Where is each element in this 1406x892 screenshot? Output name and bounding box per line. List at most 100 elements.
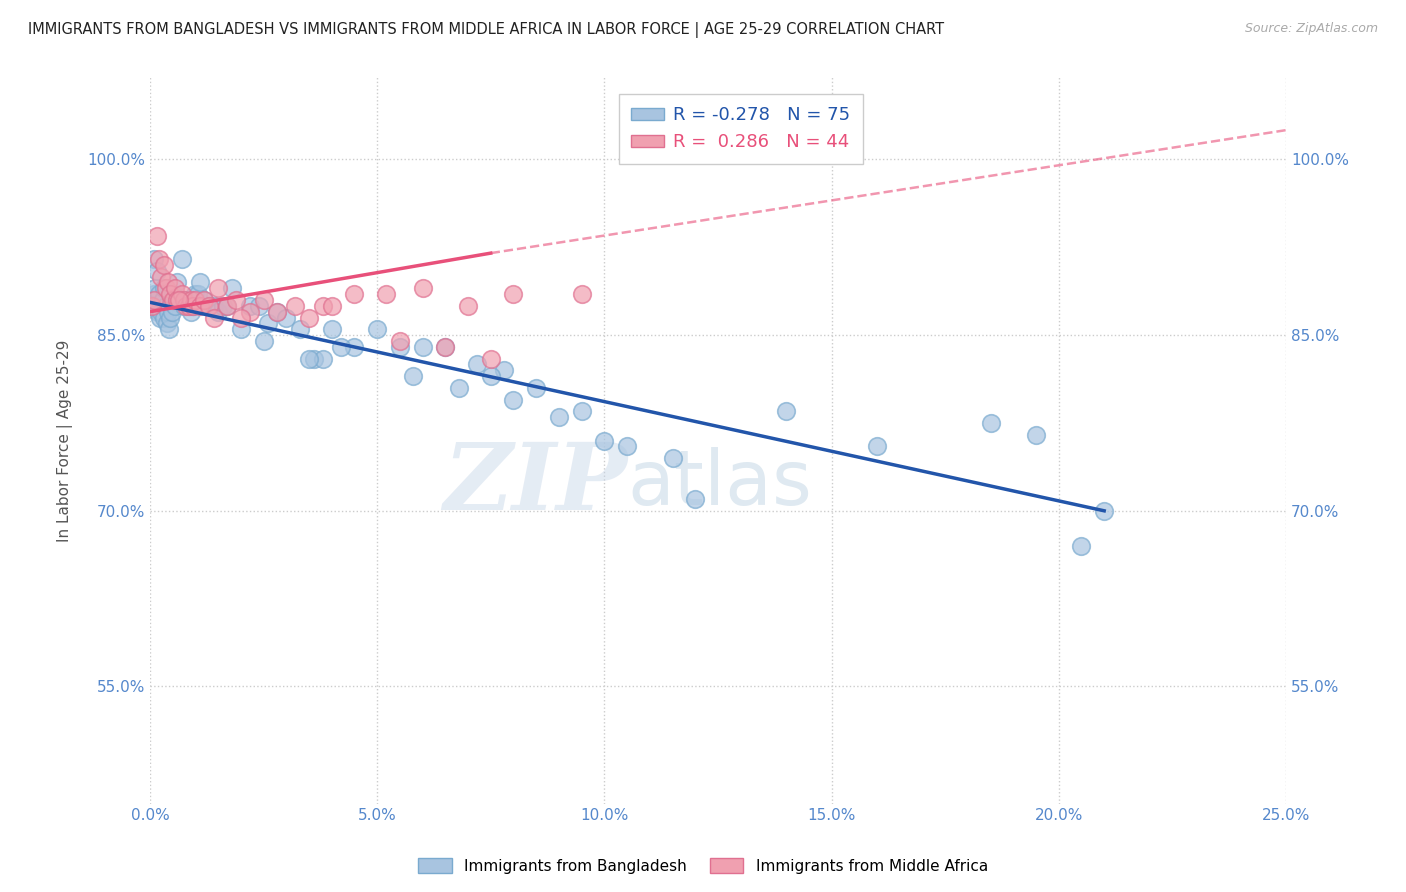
Point [157,304,180,318]
Point [181,299,204,313]
Point [343,287,366,301]
Point [202,310,225,325]
Point [375,287,398,301]
Point [321,299,343,313]
Point [288,322,311,336]
Point [266,304,288,318]
Point [145,281,167,295]
Text: Source: ZipAtlas.com: Source: ZipAtlas.com [1244,22,1378,36]
Point [211,299,233,313]
Point [152,258,174,272]
Point [169,293,191,307]
Point [457,299,479,313]
Point [434,340,457,354]
Point [150,304,173,318]
Point [193,293,215,307]
Point [166,293,188,307]
Point [494,363,516,377]
Point [180,304,202,318]
Point [343,340,366,354]
Point [284,299,307,313]
Point [434,340,457,354]
Point [593,434,616,448]
Point [143,293,166,307]
Point [193,293,215,307]
Point [388,334,411,348]
Point [479,369,502,384]
Point [187,287,209,301]
Point [571,287,593,301]
Point [177,299,200,313]
Point [166,276,188,290]
Point [181,299,204,313]
Point [329,340,352,354]
Legend: R = -0.278   N = 75, R =  0.286   N = 44: R = -0.278 N = 75, R = 0.286 N = 44 [619,94,863,164]
Point [173,299,195,313]
Text: atlas: atlas [627,447,811,521]
Point [145,228,167,243]
Point [298,310,321,325]
Point [163,299,186,313]
Point [775,404,797,418]
Point [156,317,179,331]
Point [152,293,174,307]
Point [1070,539,1092,553]
Point [447,381,470,395]
Point [207,304,229,318]
Point [524,381,547,395]
Point [239,299,262,313]
Point [302,351,325,366]
Point [202,299,225,313]
Point [143,252,166,266]
Point [155,281,177,295]
Point [146,304,169,318]
Point [571,404,593,418]
Point [298,351,321,366]
Point [141,299,163,313]
Point [198,299,221,313]
Point [229,322,252,336]
Point [616,439,638,453]
Point [866,439,889,453]
Point [257,317,280,331]
Point [502,392,524,407]
Point [502,287,524,301]
Point [141,299,163,313]
Point [225,293,247,307]
Point [148,252,170,266]
Point [1092,504,1115,518]
Point [174,299,197,313]
Point [150,269,173,284]
Point [170,287,193,301]
Point [276,310,298,325]
Point [247,299,270,313]
Point [152,281,174,295]
Point [229,310,252,325]
Point [160,304,183,318]
Legend: Immigrants from Bangladesh, Immigrants from Middle Africa: Immigrants from Bangladesh, Immigrants f… [412,852,994,880]
Point [184,287,207,301]
Point [661,451,683,466]
Point [252,293,274,307]
Point [145,263,167,277]
Point [252,334,274,348]
Text: ZIP: ZIP [443,439,627,529]
Point [173,293,195,307]
Point [321,322,343,336]
Point [188,299,211,313]
Point [266,304,288,318]
Point [148,287,170,301]
Point [311,351,333,366]
Point [221,281,243,295]
Point [198,299,221,313]
Y-axis label: In Labor Force | Age 25-29: In Labor Force | Age 25-29 [58,339,73,541]
Text: IMMIGRANTS FROM BANGLADESH VS IMMIGRANTS FROM MIDDLE AFRICA IN LABOR FORCE | AGE: IMMIGRANTS FROM BANGLADESH VS IMMIGRANTS… [28,22,945,38]
Point [311,299,333,313]
Point [548,410,571,425]
Point [239,304,262,318]
Point [1025,427,1047,442]
Point [207,281,229,295]
Point [184,293,207,307]
Point [162,293,184,307]
Point [465,358,488,372]
